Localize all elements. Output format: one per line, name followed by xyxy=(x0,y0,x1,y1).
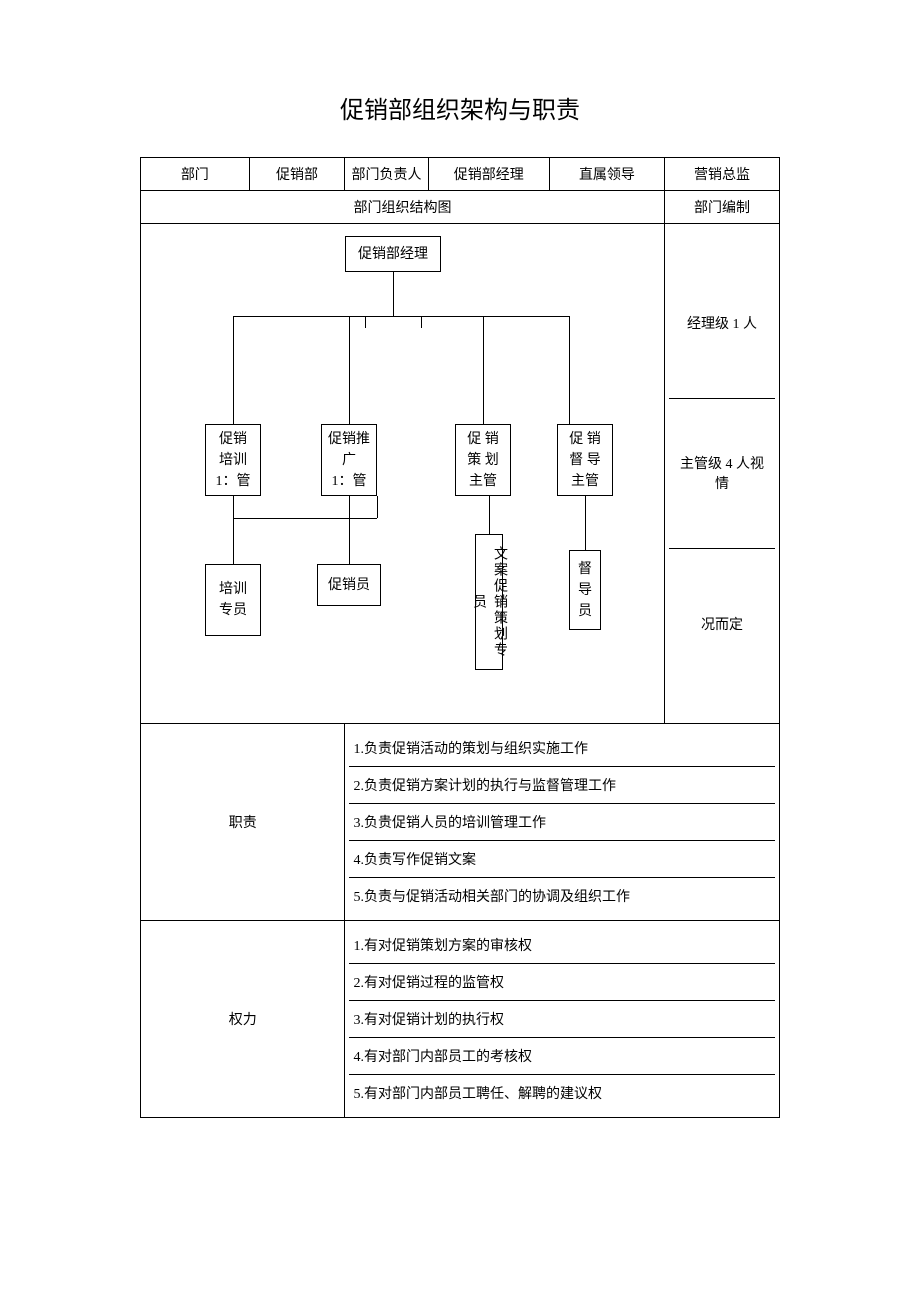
duty-item: 4.负责写作促销文案 xyxy=(349,841,775,878)
line xyxy=(349,316,350,424)
line xyxy=(365,316,366,328)
node-supervise-mgr: 促 销 督 导 主管 xyxy=(557,424,613,496)
head-label-cell: 部门负责人 xyxy=(345,158,428,191)
org-structure-table: 部门 促销部 部门负责人 促销部经理 直属领导 营销总监 部门组织结构图 部门编… xyxy=(140,157,780,1118)
power-item: 2.有对促销过程的监管权 xyxy=(349,964,775,1001)
line xyxy=(349,496,350,518)
leader-value-cell: 营销总监 xyxy=(664,158,779,191)
power-item: 4.有对部门内部员工的考核权 xyxy=(349,1038,775,1075)
power-item: 5.有对部门内部员工聘任、解聘的建议权 xyxy=(349,1075,775,1111)
node-copy-staff-text: 文案促销策划专员 xyxy=(468,539,510,665)
leader-label-cell: 直属领导 xyxy=(549,158,664,191)
duty-item: 2.负责促销方案计划的执行与监督管理工作 xyxy=(349,767,775,804)
line xyxy=(233,316,234,424)
line xyxy=(233,316,569,317)
page-title: 促销部组织架构与职责 xyxy=(140,90,780,125)
chart-label: 部门组织结构图 xyxy=(141,191,665,224)
node-promo-staff: 促销员 xyxy=(317,564,381,606)
dept-value-cell: 促销部 xyxy=(249,158,345,191)
node-training-staff: 培训 专员 xyxy=(205,564,261,636)
node-training-mgr: 促销 培训 1：管 xyxy=(205,424,261,496)
node-promo-mgr: 促销推 广 1：管 xyxy=(321,424,377,496)
power-item: 3.有对促销计划的执行权 xyxy=(349,1001,775,1038)
powers-list: 1.有对促销策划方案的审核权 2.有对促销过程的监管权 3.有对促销计划的执行权… xyxy=(345,921,780,1118)
duty-item: 3.负贵促销人员的培训管理工作 xyxy=(349,804,775,841)
line xyxy=(233,496,234,518)
line xyxy=(483,316,484,424)
head-value-cell: 促销部经理 xyxy=(428,158,549,191)
node-supervise-staff: 督导 员 xyxy=(569,550,601,630)
org-chart: 促销部经理 促销 培训 1：管 促销推 广 1：管 促 销 策 划 主管 促 销… xyxy=(141,224,665,724)
duties-list: 1.负责促销活动的策划与组织实施工作 2.负责促销方案计划的执行与监督管理工作 … xyxy=(345,724,780,921)
powers-label: 权力 xyxy=(141,921,345,1118)
staffing-row-3: 况而定 xyxy=(669,549,775,699)
line xyxy=(569,316,570,424)
line xyxy=(377,496,378,518)
node-manager: 促销部经理 xyxy=(345,236,441,272)
line xyxy=(349,518,350,564)
duties-label: 职责 xyxy=(141,724,345,921)
dept-label-cell: 部门 xyxy=(141,158,250,191)
staffing-row-2: 主管级 4 人视情 xyxy=(669,399,775,549)
line xyxy=(585,496,586,550)
line xyxy=(233,518,377,519)
duty-item: 5.负责与促销活动相关部门的协调及组织工作 xyxy=(349,878,775,914)
line xyxy=(421,316,422,328)
line xyxy=(233,518,234,564)
node-plan-mgr: 促 销 策 划 主管 xyxy=(455,424,511,496)
staffing-row-1: 经理级 1 人 xyxy=(669,249,775,399)
node-copy-staff: 文案促销策划专员 xyxy=(475,534,503,670)
line xyxy=(489,496,490,534)
staffing-cell: 经理级 1 人 主管级 4 人视情 况而定 xyxy=(664,224,779,724)
power-item: 1.有对促销策划方案的审核权 xyxy=(349,927,775,964)
line xyxy=(393,272,394,316)
duty-item: 1.负责促销活动的策划与组织实施工作 xyxy=(349,730,775,767)
staff-label: 部门编制 xyxy=(664,191,779,224)
